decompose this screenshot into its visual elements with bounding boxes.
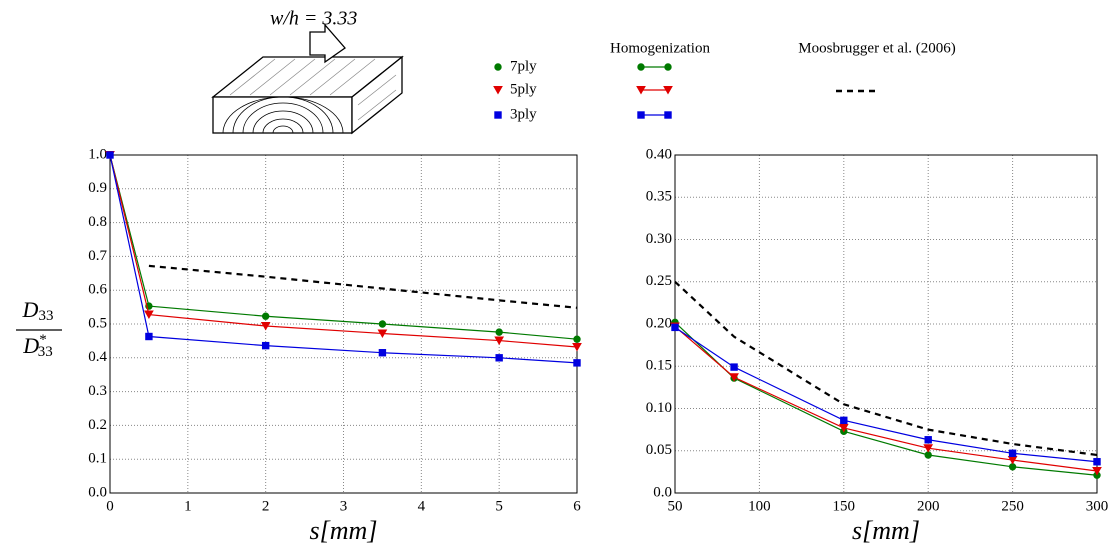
x-tick-label: 5 xyxy=(495,498,503,514)
legend-label: Moosbrugger et al. (2006) xyxy=(798,40,955,56)
marker xyxy=(495,328,503,336)
wood-block-sketch xyxy=(211,23,404,135)
marker xyxy=(494,336,505,346)
y-tick-label: 0.35 xyxy=(646,189,672,205)
x-tick-label: 250 xyxy=(1001,498,1024,514)
marker xyxy=(924,451,932,459)
marker xyxy=(1092,467,1102,476)
y-axis-label-numerator: D33 xyxy=(22,297,54,324)
marker xyxy=(637,111,645,119)
series-line xyxy=(674,280,1098,457)
marker xyxy=(145,332,153,341)
marker xyxy=(573,335,581,343)
marker xyxy=(636,86,646,95)
series-line xyxy=(109,154,578,348)
legend-title: Homogenization xyxy=(610,40,710,56)
x-tick-label: 3 xyxy=(340,498,348,514)
x-axis-label: s[mm] xyxy=(852,516,920,545)
y-tick-label: 0.0 xyxy=(88,484,107,500)
x-tick-label: 0 xyxy=(106,498,114,514)
marker xyxy=(924,436,932,444)
y-tick-label: 0.2 xyxy=(88,417,107,433)
marker xyxy=(261,312,270,320)
marker xyxy=(664,63,672,71)
y-tick-label: 0.3 xyxy=(88,383,107,399)
marker xyxy=(106,151,114,159)
y-tick-label: 0.40 xyxy=(646,146,672,162)
y-tick-label: 0.30 xyxy=(646,231,672,247)
y-axis-label-denominator: D* 33 xyxy=(22,332,52,360)
aspect-label: w/h = 3.33 xyxy=(270,8,357,30)
x-tick-label: 4 xyxy=(418,498,426,514)
marker xyxy=(494,111,502,119)
x-tick-label: 300 xyxy=(1086,498,1109,514)
marker xyxy=(378,349,387,357)
marker xyxy=(637,63,645,71)
x-tick-label: 2 xyxy=(262,498,270,514)
marker xyxy=(572,342,582,352)
marker xyxy=(573,359,581,367)
legend-label: 3ply xyxy=(510,106,537,122)
series-line xyxy=(109,154,578,340)
x-tick-label: 100 xyxy=(748,498,771,514)
x-tick-label: 6 xyxy=(573,498,581,514)
marker xyxy=(1008,449,1017,457)
series-line xyxy=(674,326,1098,472)
series-line xyxy=(674,326,1098,463)
marker xyxy=(144,310,154,320)
series-line xyxy=(674,321,1098,476)
y-tick-label: 0.15 xyxy=(646,358,672,374)
legend-label: 7ply xyxy=(510,58,537,74)
x-tick-label: 150 xyxy=(833,498,856,514)
marker xyxy=(493,86,503,95)
marker xyxy=(671,323,679,332)
marker xyxy=(1093,458,1101,466)
marker xyxy=(840,416,848,425)
y-tick-label: 0.4 xyxy=(88,349,107,365)
y-tick-label: 0.8 xyxy=(88,214,107,230)
x-axis-label: s[mm] xyxy=(310,516,378,545)
marker xyxy=(838,423,849,433)
series-line xyxy=(148,264,578,309)
marker xyxy=(377,329,388,338)
marker xyxy=(1008,463,1017,471)
marker xyxy=(261,341,270,350)
y-tick-label: 0.20 xyxy=(646,315,672,331)
plot-frame xyxy=(109,154,578,494)
legend-label: 5ply xyxy=(510,81,537,97)
y-tick-label: 0.0 xyxy=(653,484,672,500)
marker xyxy=(923,444,934,453)
y-tick-label: 0.7 xyxy=(88,248,107,264)
y-tick-label: 0.5 xyxy=(88,315,107,331)
y-tick-label: 0.6 xyxy=(88,282,107,298)
marker xyxy=(730,363,738,371)
x-tick-label: 200 xyxy=(917,498,940,514)
y-tick-label: 0.9 xyxy=(88,180,107,196)
y-tick-label: 0.25 xyxy=(646,273,672,289)
marker xyxy=(378,320,387,328)
y-tick-label: 0.05 xyxy=(646,442,672,458)
marker xyxy=(260,322,271,331)
marker xyxy=(494,63,502,71)
y-tick-label: 0.1 xyxy=(88,451,107,467)
marker xyxy=(729,373,739,382)
y-tick-label: 1.0 xyxy=(88,146,107,162)
marker xyxy=(663,86,673,95)
series-line xyxy=(109,154,578,364)
marker xyxy=(495,354,503,362)
y-tick-label: 0.10 xyxy=(646,400,672,416)
x-tick-label: 50 xyxy=(668,498,683,514)
marker xyxy=(664,111,672,119)
x-tick-label: 1 xyxy=(184,498,192,514)
